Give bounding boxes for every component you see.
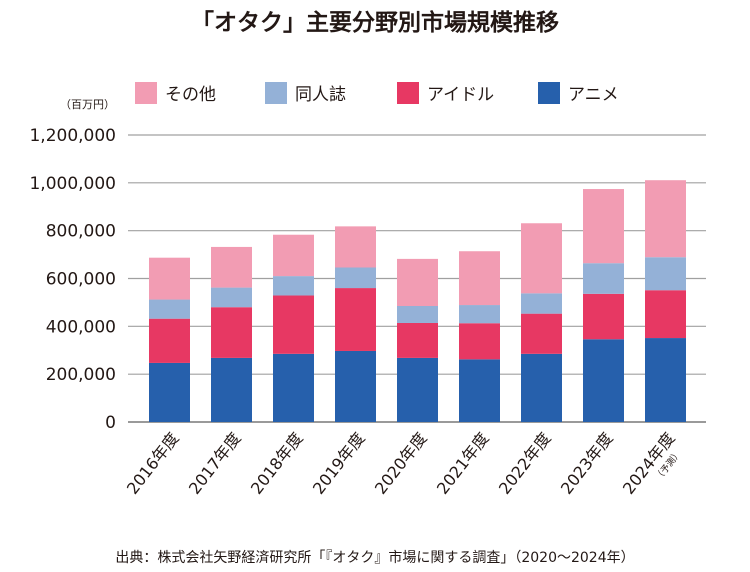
bar-segment-同人誌	[211, 287, 252, 308]
x-tick-label-group: 2021年度	[433, 429, 493, 498]
bar-segment-アイドル	[335, 288, 376, 351]
x-tick-label: 2020年度	[371, 429, 431, 498]
bar-segment-アニメ	[211, 357, 252, 422]
y-tick-label: 1,200,000	[29, 126, 116, 146]
x-tick-label: 2017年度	[185, 429, 245, 498]
x-tick-label-group: 2018年度	[247, 429, 307, 498]
bar-segment-アニメ	[583, 339, 624, 422]
bar-segment-同人誌	[149, 299, 190, 319]
y-tick-label: 0	[105, 413, 116, 433]
x-axis-labels: 2016年度 2017年度 2018年度 2019年度 2020年度 2021年度 2022…	[123, 429, 684, 498]
source-note: 出典：株式会社矢野経済研究所「『オタク』市場に関する調査」（2020～2024年…	[115, 549, 634, 566]
x-tick-label: 2023年度	[557, 429, 617, 498]
bar-segment-その他	[149, 257, 190, 300]
legend: その他 同人誌 アイドル アニメ	[135, 82, 619, 105]
bar-segment-その他	[645, 180, 686, 258]
y-tick-label: 1,000,000	[29, 174, 116, 194]
unit-label: （百万円）	[60, 98, 115, 111]
bar-segment-アイドル	[645, 290, 686, 339]
y-tick-label: 400,000	[46, 317, 116, 337]
bar-segment-アニメ	[397, 357, 438, 422]
legend-label: アイドル	[427, 85, 494, 105]
legend-label: アニメ	[568, 85, 619, 105]
bar-segment-アニメ	[645, 338, 686, 422]
bar-segment-アイドル	[397, 322, 438, 358]
legend-swatch	[538, 82, 560, 104]
x-tick-label-group: 2024年度（予測）	[619, 429, 684, 498]
x-tick-label: 2018年度	[247, 429, 307, 498]
bar-segment-アニメ	[459, 359, 500, 422]
x-tick-label: 2021年度	[433, 429, 493, 498]
legend-swatch	[135, 82, 157, 104]
y-tick-label: 600,000	[46, 270, 116, 290]
bar-segment-アイドル	[273, 295, 314, 354]
bar-segment-アニメ	[149, 362, 190, 422]
bar-segment-その他	[211, 246, 252, 288]
bar-segment-その他	[273, 234, 314, 277]
bar-segment-その他	[397, 258, 438, 307]
bar-segment-アイドル	[149, 318, 190, 363]
bar-segment-その他	[335, 226, 376, 268]
bar-segment-その他	[521, 223, 562, 294]
bar-segment-アニメ	[521, 353, 562, 422]
bar-segment-同人誌	[335, 267, 376, 289]
bar-segment-同人誌	[645, 257, 686, 291]
x-tick-label-group: 2019年度	[309, 429, 369, 498]
bar-segment-同人誌	[273, 276, 314, 296]
x-tick-label-group: 2016年度	[123, 429, 183, 498]
bars	[149, 180, 686, 422]
x-tick-label: 2019年度	[309, 429, 369, 498]
legend-swatch	[397, 82, 419, 104]
bar-segment-同人誌	[459, 305, 500, 324]
x-tick-label: 2016年度	[123, 429, 183, 498]
bar-segment-同人誌	[397, 306, 438, 323]
legend-label: その他	[165, 85, 216, 105]
x-tick-label: 2022年度	[495, 429, 555, 498]
x-tick-label-group: 2022年度	[495, 429, 555, 498]
legend-label: 同人誌	[295, 85, 346, 105]
bar-segment-アイドル	[521, 313, 562, 354]
bar-segment-アイドル	[211, 307, 252, 358]
bar-segment-アニメ	[335, 350, 376, 422]
x-tick-label-group: 2020年度	[371, 429, 431, 498]
y-tick-label: 800,000	[46, 222, 116, 242]
bar-segment-その他	[583, 189, 624, 264]
bar-segment-アイドル	[583, 293, 624, 340]
y-tick-label: 200,000	[46, 365, 116, 385]
bar-segment-同人誌	[521, 293, 562, 314]
x-tick-label-group: 2017年度	[185, 429, 245, 498]
chart-title: 「オタク」主要分野別市場規模推移	[191, 9, 559, 36]
bar-segment-同人誌	[583, 263, 624, 294]
bar-segment-その他	[459, 251, 500, 306]
x-tick-label-group: 2023年度	[557, 429, 617, 498]
bar-segment-アイドル	[459, 323, 500, 360]
bar-segment-アニメ	[273, 353, 314, 422]
legend-swatch	[265, 82, 287, 104]
